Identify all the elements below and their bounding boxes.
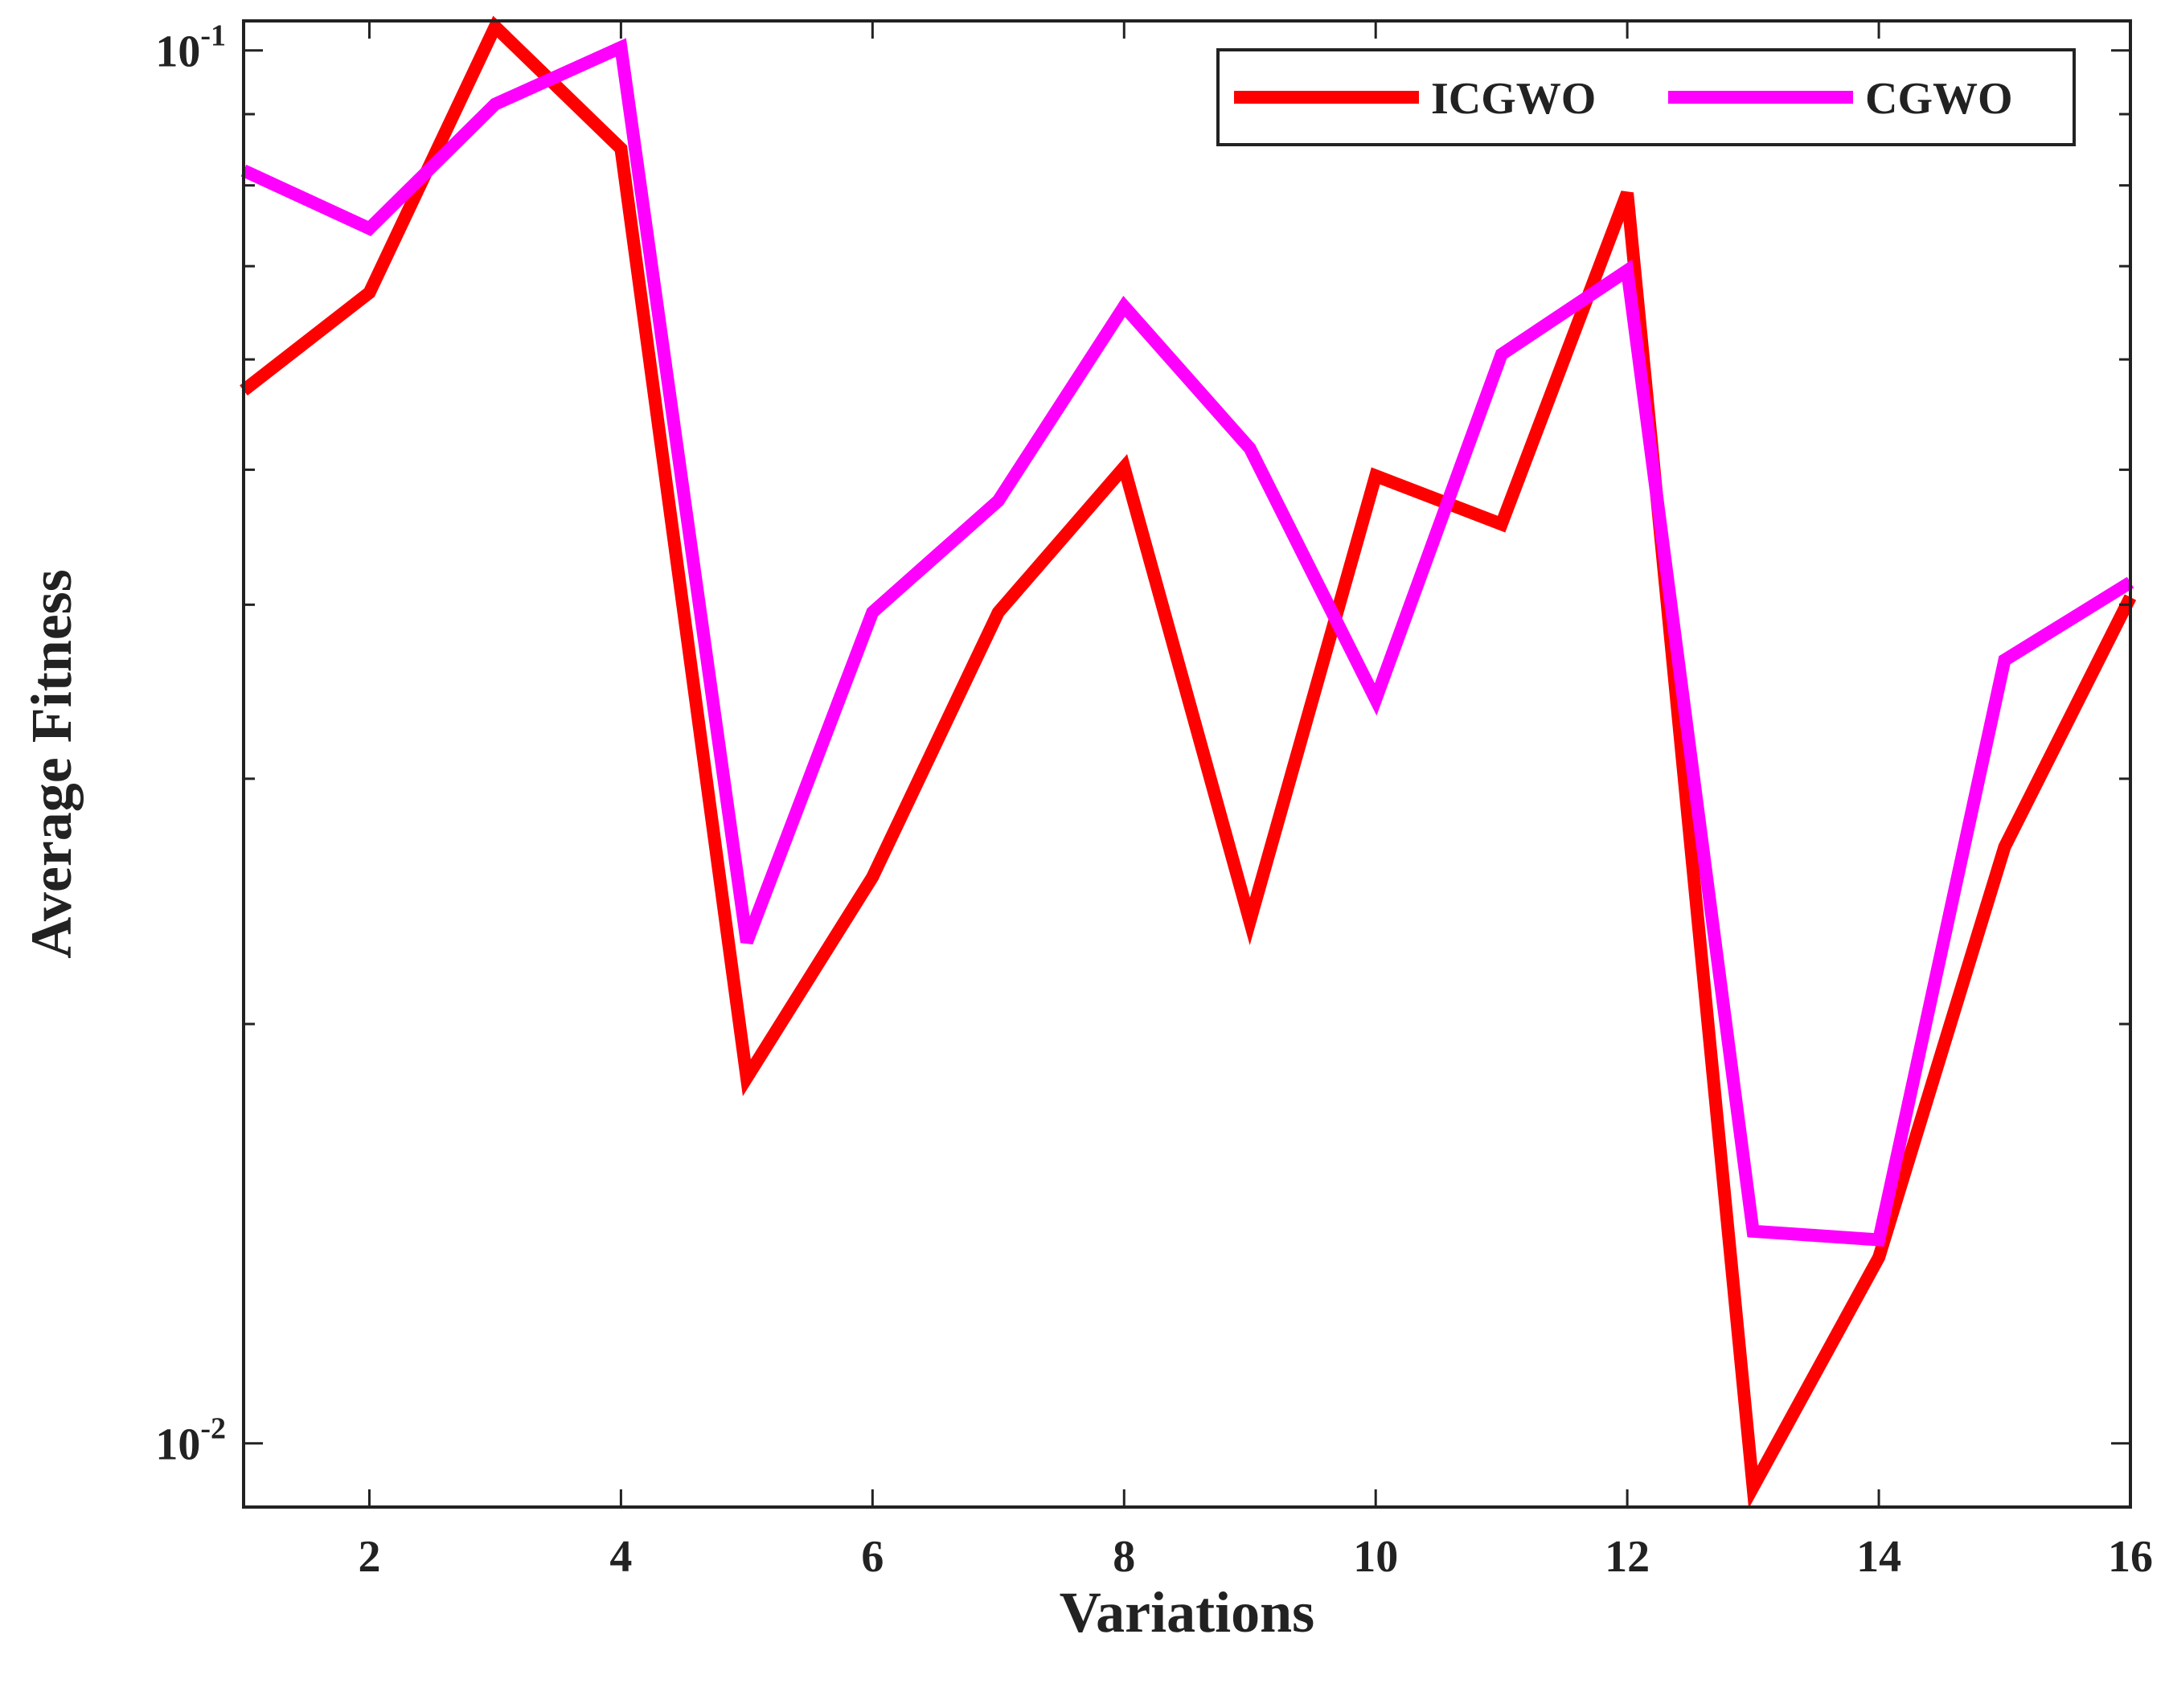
legend: ICGWO CGWO: [1216, 48, 2076, 146]
x-tick-label: 2: [358, 1532, 380, 1582]
x-tick-label: 8: [1113, 1532, 1135, 1582]
plot-frame: [242, 19, 2132, 1509]
series-layer: [240, 15, 2137, 1509]
x-tick-label: 14: [1856, 1532, 1901, 1582]
legend-label-icgwo: ICGWO: [1431, 74, 1596, 124]
series-line-cgwo: [240, 38, 2134, 1247]
y-axis-label: Average Fitness: [19, 569, 84, 959]
y-tick-label: 10-2: [155, 1412, 226, 1470]
series-line-icgwo: [240, 15, 2137, 1509]
labels-layer: 2 4 6 8 10 12 14 16 10-1 10-2: [155, 19, 2153, 1582]
legend-label-cgwo: CGWO: [1865, 74, 2013, 124]
y-tick-label: 10-1: [155, 19, 226, 77]
x-tick-label: 12: [1605, 1532, 1650, 1582]
x-tick-label: 6: [861, 1532, 884, 1582]
x-tick-label: 4: [609, 1532, 632, 1582]
x-axis-label: Variations: [1060, 1580, 1314, 1645]
x-tick-label: 10: [1353, 1532, 1398, 1582]
x-tick-label: 16: [2108, 1532, 2153, 1582]
